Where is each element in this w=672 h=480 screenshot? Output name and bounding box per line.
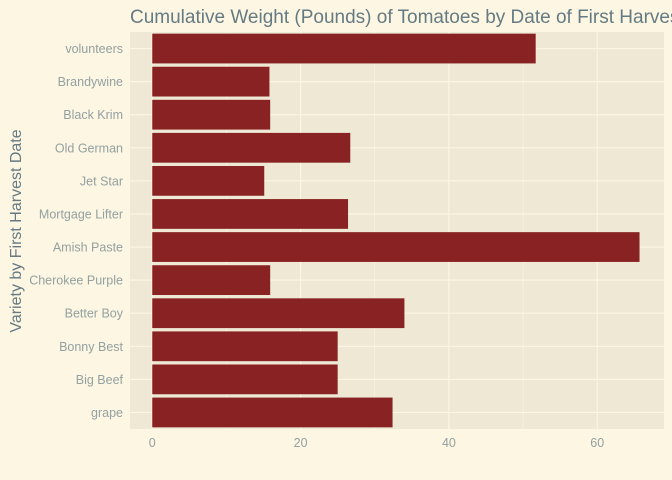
y-tick-label: Amish Paste	[53, 241, 123, 255]
bar	[152, 265, 271, 296]
bar	[152, 199, 349, 229]
y-tick-label: Brandywine	[58, 75, 123, 89]
y-tick-label: Black Krim	[63, 108, 123, 122]
bar	[152, 232, 640, 262]
y-tick-labels: volunteers Brandywine Black Krim Old German…	[29, 42, 124, 420]
y-tick-label: volunteers	[65, 42, 123, 56]
bar	[152, 298, 405, 329]
bar	[152, 165, 265, 196]
x-tick-label: 0	[149, 436, 156, 450]
bar	[152, 132, 351, 163]
x-tick-label: 40	[442, 436, 456, 450]
x-tick-label: 60	[590, 436, 604, 450]
x-tick-labels: 0 20 40 60	[149, 436, 604, 450]
y-tick-label: Mortgage Lifter	[39, 207, 123, 221]
bar	[152, 33, 536, 64]
x-tick-label: 20	[294, 436, 308, 450]
y-tick-label: Jet Star	[80, 174, 123, 188]
y-tick-label: Better Boy	[65, 307, 124, 321]
y-tick-label: Big Beef	[76, 373, 124, 387]
bar	[152, 66, 270, 97]
y-axis-label: Variety by First Harvest Date	[8, 129, 25, 332]
bar	[152, 364, 338, 395]
bar	[152, 397, 393, 428]
y-tick-label: Bonny Best	[59, 340, 123, 354]
bar	[152, 99, 271, 130]
bar	[152, 331, 338, 362]
y-tick-label: grape	[91, 406, 123, 420]
plot-panel	[130, 32, 664, 429]
y-tick-label: Cherokee Purple	[29, 274, 123, 288]
chart-title: Cumulative Weight (Pounds) of Tomatoes b…	[130, 7, 672, 28]
bars	[152, 33, 640, 428]
y-tick-label: Old German	[55, 141, 123, 155]
